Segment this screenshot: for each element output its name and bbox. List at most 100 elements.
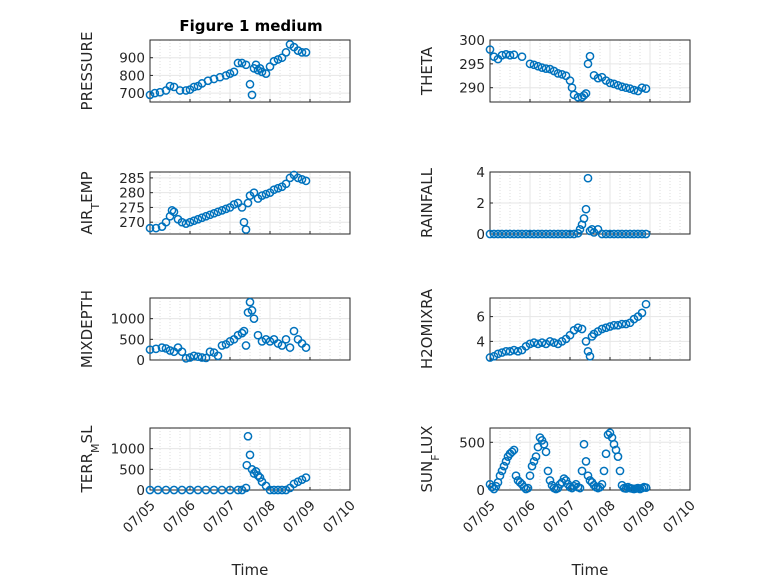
data-point: [285, 343, 295, 352]
data-point: [201, 485, 211, 495]
data-point: [153, 485, 163, 495]
data-point: [265, 62, 275, 71]
data-point: [185, 353, 195, 362]
data-point: [241, 225, 251, 234]
data-point: [613, 452, 623, 461]
data-point: [509, 345, 519, 355]
data-point: [581, 89, 591, 98]
data-point: [177, 347, 187, 357]
data-point: [301, 473, 311, 482]
data-point: [555, 479, 565, 489]
data-point: [637, 229, 647, 239]
data-point: [241, 341, 251, 350]
subplot-theta: 290 295 300 THETA: [418, 33, 691, 103]
data-point: [605, 322, 615, 331]
data-point: [269, 185, 279, 195]
data-point: [565, 229, 575, 239]
data-point: [229, 67, 239, 77]
data-point: [617, 229, 627, 239]
data-point: [253, 330, 263, 340]
data-point: [579, 214, 589, 223]
data-point: [217, 341, 227, 350]
y-tick-label: 0: [136, 353, 145, 369]
data-point: [625, 84, 635, 93]
data-point: [213, 207, 223, 217]
data-point: [233, 58, 243, 68]
data-point: [261, 69, 271, 79]
y-tick-label: 500: [459, 435, 485, 451]
x-axis-label: Time: [571, 561, 609, 579]
data-point: [245, 450, 255, 460]
data-point: [641, 84, 651, 93]
y-tick-label: 4: [476, 165, 485, 181]
data-point: [217, 485, 227, 495]
y-tick-label: 800: [119, 68, 145, 84]
data-point: [169, 207, 179, 217]
data-point: [549, 338, 559, 347]
data-point: [229, 200, 239, 209]
data-point: [209, 208, 219, 218]
data-point: [273, 55, 283, 64]
data-point: [511, 471, 521, 481]
data-point: [189, 82, 199, 92]
y-tick-label: 2: [476, 196, 485, 212]
data-point: [609, 229, 619, 239]
data-point: [601, 323, 611, 333]
data-point: [281, 334, 291, 344]
data-point: [249, 188, 259, 198]
data-point: [293, 173, 303, 183]
data-point: [553, 229, 563, 239]
data-point: [213, 351, 223, 361]
data-point: [519, 482, 529, 492]
data-point: [487, 482, 497, 492]
y-axis-label: THETA: [418, 46, 436, 96]
data-point: [241, 60, 251, 70]
data-point: [577, 324, 587, 334]
data-point: [497, 50, 507, 60]
data-point: [577, 466, 587, 476]
data-point: [245, 79, 255, 89]
data-point: [201, 211, 211, 221]
data-point: [297, 175, 307, 184]
data-point: [509, 50, 519, 60]
data-point: [609, 439, 619, 449]
data-point: [249, 314, 259, 324]
y-tick-label: 1000: [111, 442, 145, 458]
data-point: [505, 346, 515, 356]
data-point: [193, 352, 203, 362]
data-point: [495, 471, 505, 481]
data-point: [601, 449, 611, 459]
data-point: [525, 59, 535, 69]
data-point: [641, 299, 651, 309]
data-point: [255, 473, 265, 482]
data-point: [629, 229, 639, 239]
data-point: [237, 328, 247, 338]
data-point: [277, 485, 287, 495]
data-point: [257, 191, 267, 200]
data-point: [175, 86, 185, 95]
data-point: [247, 306, 257, 315]
data-point: [605, 229, 615, 239]
data-point: [277, 341, 287, 350]
data-point: [185, 217, 195, 227]
data-point: [505, 229, 515, 239]
data-point: [161, 485, 171, 495]
data-point: [513, 229, 523, 239]
data-point: [641, 229, 651, 239]
y-tick-label: 1000: [111, 312, 145, 328]
data-point: [581, 457, 591, 466]
data-point: [525, 471, 535, 481]
data-point: [501, 229, 511, 239]
data-point: [585, 351, 595, 361]
data-point: [221, 204, 231, 214]
data-point: [189, 351, 199, 361]
data-point: [617, 319, 627, 329]
data-point: [273, 485, 283, 495]
data-point: [505, 50, 515, 60]
data-point: [615, 466, 625, 476]
data-point: [151, 344, 161, 354]
data-point: [537, 63, 547, 73]
data-point: [261, 189, 271, 199]
data-point: [247, 90, 257, 100]
